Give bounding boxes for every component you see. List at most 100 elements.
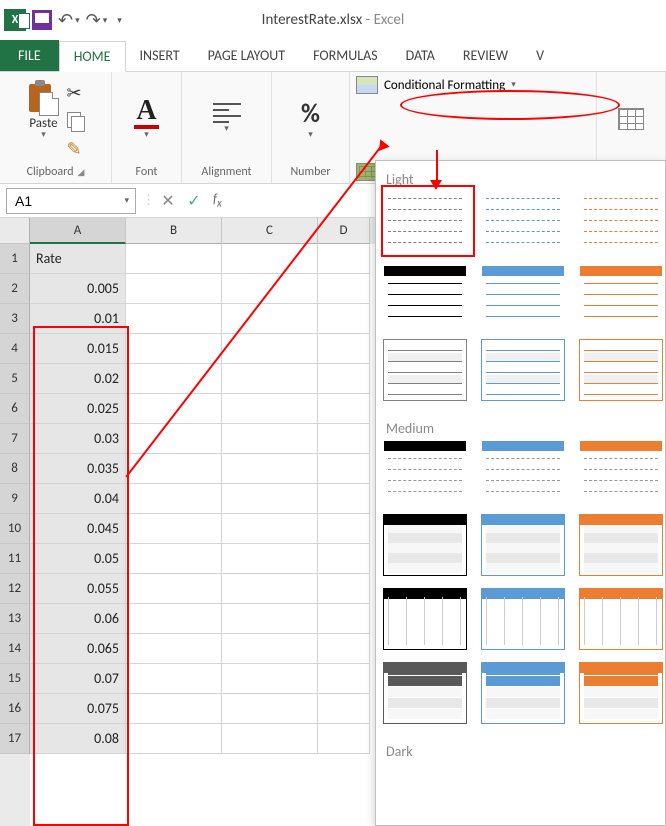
chevron-down-icon[interactable]: ▾ (41, 129, 46, 140)
col-header-C[interactable]: C (222, 218, 318, 244)
fx-icon[interactable]: fx (207, 192, 228, 210)
cell[interactable] (318, 304, 370, 334)
row-header[interactable]: 3 (0, 304, 30, 334)
cell[interactable] (318, 604, 370, 634)
cell[interactable] (126, 544, 222, 574)
cell[interactable] (318, 244, 370, 274)
cells-icon[interactable] (618, 108, 644, 130)
cell[interactable] (222, 484, 318, 514)
row-header[interactable]: 14 (0, 634, 30, 664)
cell[interactable] (222, 334, 318, 364)
cell[interactable]: 0.055 (30, 574, 126, 604)
cell[interactable]: Rate (30, 244, 126, 274)
undo-button[interactable]: ↶ (58, 11, 73, 29)
cell[interactable]: 0.025 (30, 394, 126, 424)
cell[interactable]: 0.05 (30, 544, 126, 574)
row-header[interactable]: 7 (0, 424, 30, 454)
cell[interactable]: 0.015 (30, 334, 126, 364)
cell[interactable]: 0.005 (30, 274, 126, 304)
redo-dropdown-icon[interactable]: ▾ (103, 15, 108, 26)
cell[interactable]: 0.035 (30, 454, 126, 484)
paste-button[interactable]: Paste ▾ (27, 78, 61, 140)
cell[interactable] (318, 364, 370, 394)
cell[interactable] (222, 514, 318, 544)
save-button[interactable] (32, 10, 52, 30)
row-header[interactable]: 17 (0, 724, 30, 754)
table-style-swatch[interactable] (384, 192, 466, 252)
table-style-swatch[interactable] (482, 589, 564, 649)
tab-formulas[interactable]: FORMULAS (299, 41, 392, 71)
cell[interactable] (126, 724, 222, 754)
cell[interactable] (222, 244, 318, 274)
cell[interactable] (318, 274, 370, 304)
cell[interactable]: 0.07 (30, 664, 126, 694)
cell[interactable] (222, 574, 318, 604)
format-painter-button[interactable]: ✎ (67, 138, 85, 160)
table-style-swatch[interactable] (482, 663, 564, 723)
percent-icon[interactable]: % (301, 97, 320, 129)
table-style-swatch[interactable] (384, 663, 466, 723)
table-style-swatch[interactable] (580, 192, 662, 252)
cell[interactable] (126, 364, 222, 394)
table-style-swatch[interactable] (482, 441, 564, 501)
cell[interactable] (126, 574, 222, 604)
row-header[interactable]: 10 (0, 514, 30, 544)
cell[interactable] (126, 424, 222, 454)
table-styles-gallery[interactable]: Light Medium Dark (375, 160, 666, 826)
col-header-D[interactable]: D (318, 218, 370, 244)
cell[interactable] (318, 394, 370, 424)
row-header[interactable]: 6 (0, 394, 30, 424)
row-header[interactable]: 16 (0, 694, 30, 724)
row-header[interactable]: 4 (0, 334, 30, 364)
table-style-swatch[interactable] (482, 192, 564, 252)
cancel-formula-icon[interactable]: ✕ (155, 191, 181, 211)
cell[interactable] (222, 724, 318, 754)
redo-button[interactable]: ↷ (86, 11, 101, 29)
cell[interactable] (222, 454, 318, 484)
undo-dropdown-icon[interactable]: ▾ (75, 15, 80, 26)
name-box[interactable]: ▾ (6, 188, 136, 214)
row-header[interactable]: 11 (0, 544, 30, 574)
chevron-down-icon[interactable]: ▾ (308, 129, 313, 140)
table-style-swatch[interactable] (580, 266, 662, 326)
cell[interactable]: 0.045 (30, 514, 126, 544)
cell[interactable] (318, 664, 370, 694)
tab-v[interactable]: V (522, 41, 558, 71)
table-style-swatch[interactable] (580, 340, 662, 400)
table-style-swatch[interactable] (384, 266, 466, 326)
cell[interactable] (318, 334, 370, 364)
tab-page-layout[interactable]: PAGE LAYOUT (194, 41, 299, 71)
cell[interactable] (126, 634, 222, 664)
table-style-swatch[interactable] (580, 441, 662, 501)
chevron-down-icon[interactable]: ▾ (144, 129, 149, 140)
select-all-triangle[interactable] (0, 218, 30, 244)
cell[interactable] (222, 544, 318, 574)
cell[interactable] (318, 454, 370, 484)
enter-formula-icon[interactable]: ✓ (181, 191, 207, 211)
row-header[interactable]: 9 (0, 484, 30, 514)
dialog-launcher-icon[interactable]: ◢ (78, 167, 85, 178)
row-header[interactable]: 13 (0, 604, 30, 634)
cell[interactable] (222, 304, 318, 334)
cell[interactable] (318, 634, 370, 664)
cell[interactable]: 0.03 (30, 424, 126, 454)
cell[interactable] (126, 664, 222, 694)
alignment-icon[interactable] (213, 103, 241, 123)
cell[interactable] (126, 304, 222, 334)
cell[interactable]: 0.08 (30, 724, 126, 754)
cell[interactable] (126, 274, 222, 304)
cell[interactable] (126, 244, 222, 274)
col-header-B[interactable]: B (126, 218, 222, 244)
cell[interactable] (222, 664, 318, 694)
table-style-swatch[interactable] (482, 515, 564, 575)
tab-review[interactable]: REVIEW (449, 41, 522, 71)
cell[interactable] (222, 424, 318, 454)
tab-data[interactable]: DATA (392, 41, 449, 71)
qat-customize-icon[interactable]: ▾ (117, 15, 122, 26)
table-style-swatch[interactable] (384, 589, 466, 649)
table-style-swatch[interactable] (580, 663, 662, 723)
row-header[interactable]: 5 (0, 364, 30, 394)
table-style-swatch[interactable] (384, 441, 466, 501)
cell[interactable] (318, 574, 370, 604)
tab-home[interactable]: HOME (59, 41, 126, 72)
